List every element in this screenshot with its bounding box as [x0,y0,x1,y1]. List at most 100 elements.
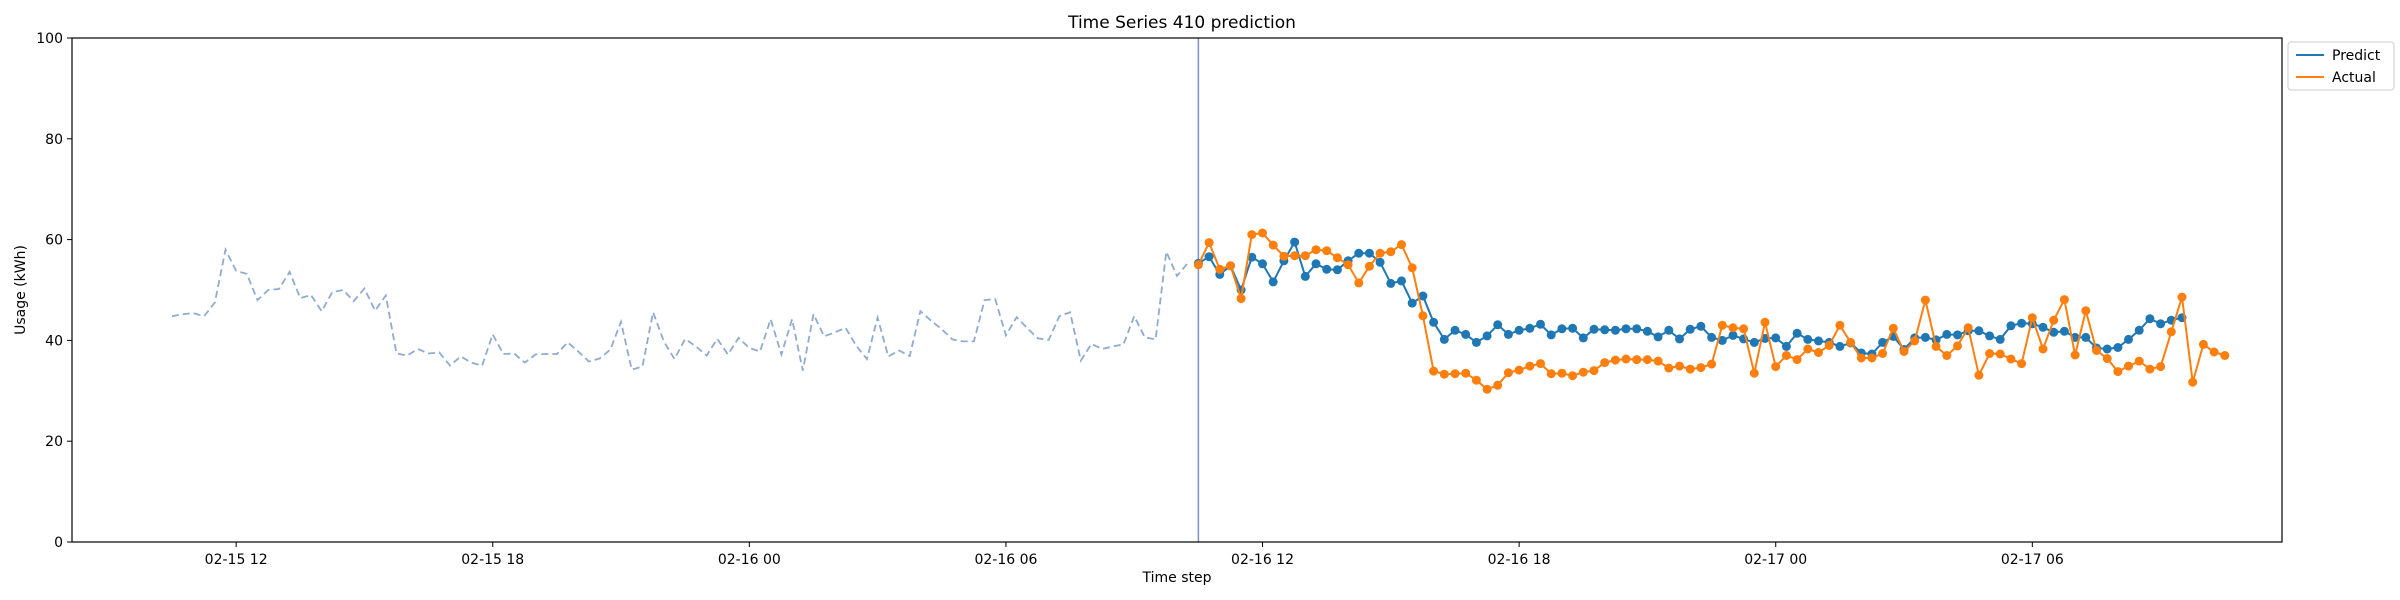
predict-point-38 [1600,325,1610,335]
actual-point-73 [1974,370,1984,380]
actual-point-25 [1461,368,1471,378]
predict-point-73 [1974,326,1984,336]
actual-point-53 [1760,317,1770,327]
x-tick-label-0: 02-15 12 [205,552,268,568]
actual-point-27 [1482,384,1492,394]
predict-point-19 [1397,276,1406,286]
actual-point-41 [1632,355,1642,365]
actual-point-40 [1621,354,1631,364]
actual-point-35 [1568,371,1578,381]
predict-point-56 [1792,328,1802,338]
actual-point-38 [1600,358,1610,368]
actual-point-34 [1557,368,1567,378]
actual-point-83 [2081,306,2091,316]
predict-point-34 [1557,324,1567,334]
actual-point-6 [1258,228,1267,238]
actual-point-0 [1193,260,1203,270]
predict-point-1 [1204,252,1214,262]
predict-point-15 [1354,248,1364,258]
actual-point-77 [2017,359,2027,369]
predict-point-52 [1749,337,1759,347]
predict-point-57 [1803,334,1813,344]
predict-point-50 [1728,330,1738,340]
predict-point-85 [2102,344,2112,354]
predict-point-70 [1942,329,1952,339]
actual-point-24 [1450,369,1460,379]
predict-point-33 [1546,330,1556,340]
y-tick-label-2: 40 [45,333,63,349]
actual-point-14 [1343,260,1353,270]
actual-point-26 [1471,375,1481,385]
predict-point-32 [1536,319,1545,329]
actual-point-3 [1226,261,1235,271]
x-tick-label-6: 02-17 00 [1744,552,1807,568]
predict-point-43 [1653,332,1663,342]
y-tick-label-0: 0 [54,535,63,551]
x-tick-label-5: 02-16 18 [1488,552,1551,568]
actual-point-32 [1536,359,1545,369]
predict-point-10 [1300,271,1310,281]
actual-point-10 [1300,251,1310,261]
actual-point-49 [1717,320,1727,330]
predict-point-54 [1771,333,1781,343]
predict-point-9 [1290,237,1300,247]
predict-point-58 [1814,336,1823,346]
predict-point-20 [1407,298,1417,308]
predict-point-41 [1632,324,1642,334]
y-axis-label: Usage (kWh) [13,245,29,335]
predict-point-31 [1525,323,1535,333]
actual-point-44 [1664,363,1674,373]
actual-point-88 [2134,356,2144,366]
actual-point-86 [2113,367,2123,377]
predict-point-74 [1985,331,1995,341]
actual-point-66 [1899,347,1909,356]
actual-point-7 [1268,240,1278,250]
actual-point-21 [1418,311,1428,321]
actual-point-61 [1846,337,1856,347]
predict-point-90 [2156,319,2166,329]
x-axis-label: Time step [1142,570,1212,586]
actual-point-43 [1653,356,1663,366]
actual-point-1 [1204,238,1214,248]
predict-point-22 [1429,317,1439,327]
actual-point-46 [1685,364,1695,374]
y-tick-label-4: 80 [45,132,63,148]
actual-point-96 [2220,351,2230,360]
predict-point-36 [1578,333,1588,343]
history-line [171,246,1189,371]
actual-point-5 [1247,230,1257,240]
predict-point-18 [1386,278,1396,288]
predict-point-42 [1642,326,1652,336]
x-tick-label-7: 02-17 06 [2001,552,2064,568]
actual-point-75 [1995,349,2005,359]
actual-point-15 [1354,278,1364,288]
predict-point-21 [1418,291,1428,301]
predict-point-55 [1781,341,1791,351]
actual-point-52 [1749,368,1759,378]
actual-point-64 [1878,349,1888,358]
predict-point-79 [2038,322,2048,332]
actual-point-47 [1696,363,1706,373]
actual-point-92 [2177,292,2187,302]
actual-point-55 [1781,351,1791,360]
predict-point-47 [1696,321,1706,331]
predict-point-80 [2049,327,2059,337]
predict-point-30 [1514,325,1524,335]
predict-point-89 [2145,314,2155,324]
predict-point-28 [1493,320,1503,330]
actual-point-57 [1803,344,1813,354]
actual-point-84 [2092,346,2101,355]
actual-point-65 [1888,323,1898,333]
actual-point-17 [1375,248,1385,258]
actual-point-62 [1856,353,1866,363]
actual-point-31 [1525,361,1535,371]
actual-point-85 [2102,354,2112,363]
predict-point-88 [2134,325,2144,335]
actual-point-42 [1642,355,1652,365]
predict-point-13 [1332,265,1342,275]
predict-point-81 [2059,326,2069,336]
actual-point-20 [1407,263,1417,273]
actual-point-51 [1739,324,1749,334]
predict-point-87 [2124,334,2133,344]
